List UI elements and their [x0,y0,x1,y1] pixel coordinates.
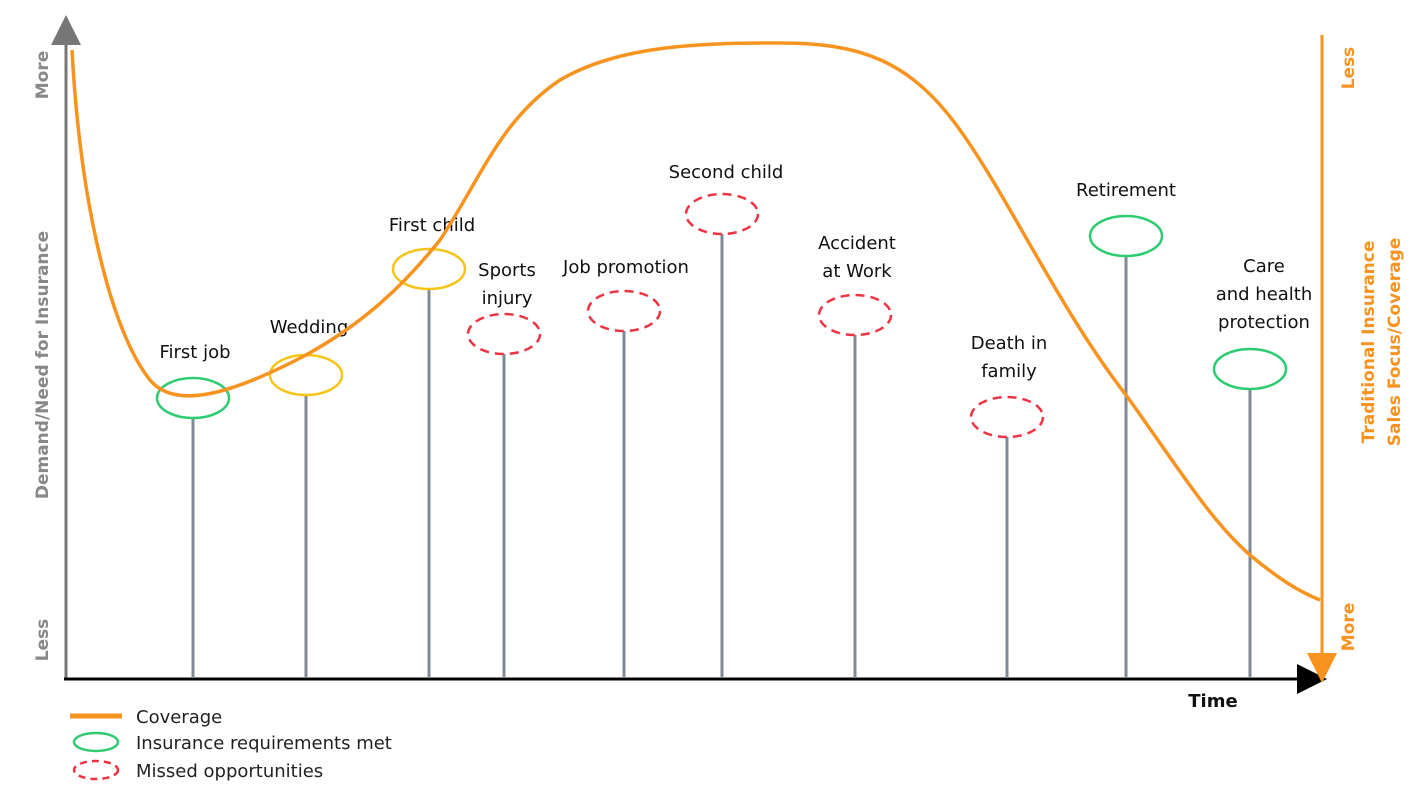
coverage-curve [70,41,1321,602]
event-marker-missed [586,289,662,333]
life-event: Sports injury [466,260,542,678]
event-marker-partial [391,247,467,291]
event-marker-partial [268,353,344,397]
event-label: First job [159,342,230,363]
event-label: Care [1243,256,1285,277]
life-events: First job Wedding First child Sports injury J… [155,162,1313,678]
event-label: family [981,361,1037,382]
event-label: Job promotion [562,257,689,278]
event-label: Accident [818,233,896,254]
event-label: Sports [478,260,536,281]
legend-met-label: Insurance requirements met [136,733,392,754]
life-event: First job [155,342,231,678]
right-axis-title-1: Traditional Insurance [1359,241,1379,444]
event-marker-met [155,376,231,420]
life-event: Second child [669,162,784,678]
y-axis-more: More [33,51,53,100]
legend-coverage-label: Coverage [136,707,222,728]
legend: Coverage Insurance requirements met Miss… [70,707,392,782]
event-marker-missed [969,395,1045,439]
event-marker-met [1088,214,1164,258]
life-event: Retirement [1076,180,1176,678]
legend-missed-swatch [72,759,120,781]
event-marker-missed [684,192,760,236]
event-label: Retirement [1076,180,1176,201]
right-axis-more: More [1339,603,1359,652]
event-marker-missed [466,312,542,356]
legend-met-swatch [72,731,120,753]
event-label: and health [1216,284,1313,305]
event-label: at Work [822,261,892,282]
legend-missed-label: Missed opportunities [136,761,323,782]
y-axis-less: Less [33,619,53,662]
life-event: Accident at Work [817,233,896,678]
event-marker-met [1212,347,1288,391]
life-event: Death in family [969,333,1048,678]
right-axis-less: Less [1339,47,1359,90]
right-axis-title-2: Sales Focus/Coverage [1385,238,1405,447]
x-axis-title: Time [1188,691,1237,712]
event-marker-missed [817,293,893,337]
life-event: Care and health protection [1212,256,1313,678]
life-event: Job promotion [562,257,689,678]
y-axis-title: Demand/Need for Insurance [33,231,53,499]
event-label: First child [389,215,475,236]
event-label: protection [1218,312,1310,333]
event-label: Second child [669,162,784,183]
life-event: Wedding [268,317,349,678]
event-label: Wedding [270,317,349,338]
event-label: Death in [971,333,1048,354]
event-label: injury [482,288,533,309]
